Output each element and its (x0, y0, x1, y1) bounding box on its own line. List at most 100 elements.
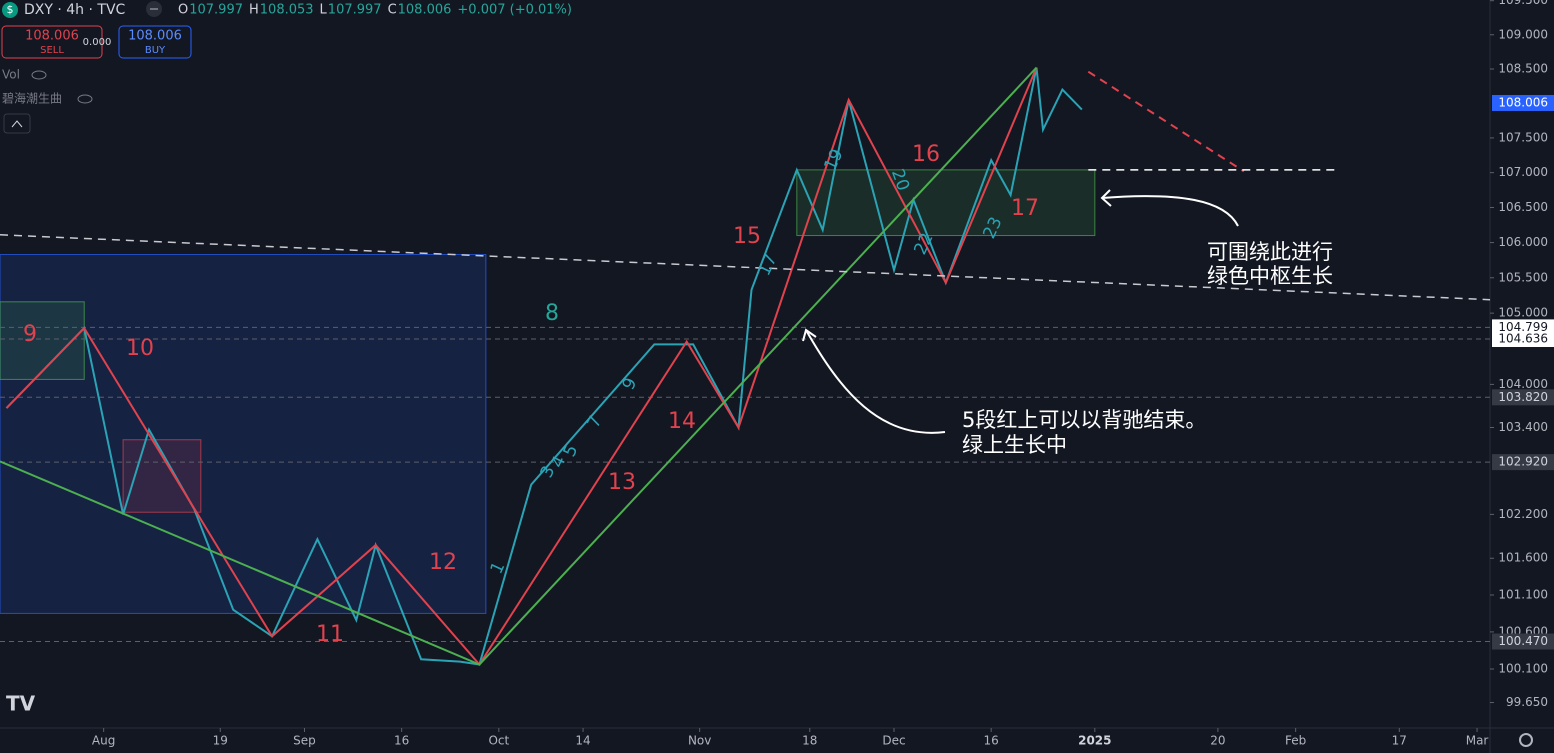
ohlc-value: 107.997 (328, 3, 382, 18)
x-tick-label: 19 (213, 734, 228, 748)
x-tick-label: Mar (1466, 734, 1489, 748)
symbol-icon-glyph: $ (7, 3, 14, 16)
line-series (0, 234, 1491, 301)
spread: 0.000 (83, 37, 112, 48)
y-tick-label: 99.650 (1506, 695, 1548, 709)
ohlc-value: 108.053 (260, 3, 314, 18)
y-tick-label: 107.500 (1498, 130, 1548, 144)
y-tick-label: 100.100 (1498, 662, 1548, 676)
symbol-icon[interactable] (2, 2, 18, 18)
indicator-name[interactable]: 碧海潮生曲 (2, 91, 62, 106)
settings-button[interactable] (1519, 733, 1533, 747)
axes: 99.650100.100100.600101.100101.600102.20… (92, 0, 1554, 748)
arrow-head (802, 328, 817, 342)
y-tick-label: 106.500 (1498, 200, 1548, 214)
y-tick-label: 101.100 (1498, 587, 1548, 601)
y-tick-label: 106.000 (1498, 235, 1548, 249)
indicator-name[interactable]: Vol (2, 68, 20, 82)
stroke-label: 8 (545, 301, 559, 326)
x-tick-label: Dec (882, 734, 905, 748)
x-tick-label: 2025 (1078, 734, 1111, 748)
note-line: 绿上生长中 (962, 433, 1067, 457)
level-label-box (1492, 389, 1554, 406)
note-line: 可围绕此进行 (1207, 240, 1333, 264)
line-series (1087, 70, 1245, 173)
buy-button[interactable] (118, 25, 192, 59)
ohlc-value: 108.006 (398, 3, 452, 18)
sell-button[interactable] (1, 25, 103, 59)
buy-price: 108.006 (128, 29, 182, 44)
stroke-label: 13 (608, 470, 636, 495)
y-tick-label: 108.500 (1498, 61, 1548, 75)
x-tick-label: Aug (92, 734, 115, 748)
stroke-label: 16 (912, 142, 940, 167)
y-tick-label: 105.000 (1498, 306, 1548, 320)
ohlc-label: L (320, 3, 328, 18)
line-series (5, 67, 1038, 667)
stroke-label: 15 (733, 224, 761, 249)
x-tick-label: Oct (488, 734, 509, 748)
ohlc: O 107.997 H 108.053 L 107.997 C 108.006 +0.007 (… (178, 3, 572, 18)
x-tick-label: 14 (575, 734, 590, 748)
y-tick-label: 109.500 (1498, 0, 1548, 7)
x-tick-label: 16 (984, 734, 999, 748)
symbol[interactable]: DXY · 4h · TVC (24, 2, 126, 18)
stroke-label: 14 (668, 409, 696, 434)
y-tick-label: 107.000 (1498, 165, 1548, 179)
stroke-label: 11 (316, 622, 344, 647)
note-line: 绿色中枢生长 (1207, 264, 1333, 288)
change: +0.007 (+0.01%) (457, 3, 572, 18)
x-tick-label: 18 (802, 734, 817, 748)
hide-icon[interactable] (31, 70, 47, 80)
stroke-label: 17 (1011, 196, 1039, 221)
x-tick-label: 20 (1210, 734, 1225, 748)
logo[interactable]: TV (6, 692, 36, 716)
collapse-icon (11, 120, 23, 128)
ohlc-label: H (249, 3, 259, 18)
price-label: 108.006 (1498, 95, 1548, 109)
note-line: 5段红上可以以背驰结束。 (962, 408, 1206, 432)
level-label-box (1492, 633, 1554, 650)
sell-label: SELL (40, 45, 64, 56)
level-label-box (1492, 454, 1554, 471)
sell-price: 108.006 (25, 29, 79, 44)
y-tick-label: 103.400 (1498, 420, 1548, 434)
plot-area (0, 66, 1491, 667)
x-tick-label: 17 (1392, 734, 1407, 748)
y-tick-label: 109.000 (1498, 27, 1548, 41)
stroke-labels: 9 10 11 12 13 14 15 16 17 8 (23, 142, 1039, 647)
y-tick-label: 102.200 (1498, 507, 1548, 521)
zone (0, 254, 487, 614)
y-tick-label: 105.500 (1498, 270, 1548, 284)
zone (796, 169, 1096, 237)
buy-label: BUY (145, 45, 166, 56)
arrow (1101, 195, 1239, 227)
x-tick-label: Nov (688, 734, 711, 748)
stroke-label: 12 (429, 550, 457, 575)
notes: 可围绕此进行 绿色中枢生长 5段红上可以以背驰结束。 绿上生长中 (802, 189, 1333, 457)
arrow-head (1100, 189, 1112, 207)
line-series (0, 66, 1038, 666)
header: $ DXY · 4h · TVC O 107.997 H 108.053 L 107.99… (1, 1, 572, 134)
x-tick-label: Sep (293, 734, 316, 748)
ohlc-label: O (178, 3, 188, 18)
price-label-box (1492, 94, 1554, 111)
level-label-box (1492, 331, 1554, 348)
level-label: 104.799 (1498, 320, 1548, 334)
ohlc-label: C (388, 3, 397, 18)
ohlc-value: 107.997 (189, 3, 243, 18)
stroke-label: 9 (23, 322, 37, 347)
level-label: 104.636 (1498, 332, 1548, 346)
collapse-button[interactable] (3, 113, 31, 134)
hide-icon[interactable] (77, 94, 93, 104)
level-label: 100.470 (1498, 634, 1548, 648)
x-tick-label: Feb (1285, 734, 1306, 748)
level-label: 103.820 (1498, 390, 1548, 404)
y-tick-label: 104.000 (1498, 377, 1548, 391)
level-label: 102.920 (1498, 455, 1548, 469)
y-tick-label: 101.600 (1498, 551, 1548, 565)
x-tick-label: 16 (394, 734, 409, 748)
arrow (805, 329, 946, 434)
